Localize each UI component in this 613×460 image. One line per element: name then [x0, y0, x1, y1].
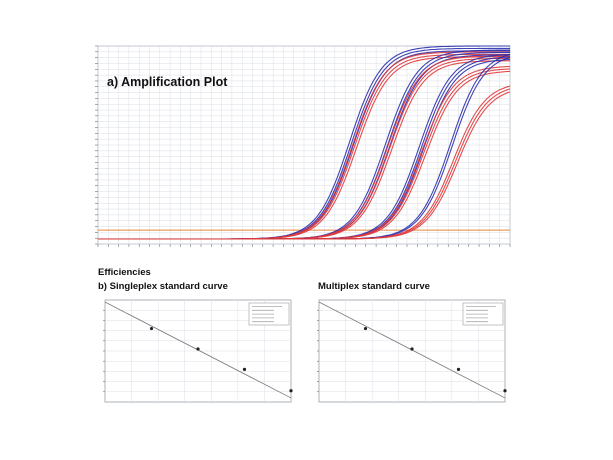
singleplex-data-point — [242, 367, 247, 371]
singleplex-data-point — [149, 326, 154, 331]
multiplex-data-point — [503, 389, 507, 393]
amplification-plot-title: a) Amplification Plot — [107, 75, 228, 89]
amplification-curve-red — [98, 91, 511, 240]
singleplex-data-point — [196, 347, 200, 351]
singleplex-data-point — [289, 389, 293, 393]
multiplex-data-point — [363, 326, 368, 331]
singleplex-standard-curve — [97, 296, 300, 410]
singleplex-standard-curve-svg — [103, 299, 293, 403]
multiplex-standard-curve — [311, 296, 514, 410]
multiplex-data-point — [456, 367, 461, 371]
amplification-plot — [86, 40, 516, 260]
multiplex-data-point — [410, 347, 414, 351]
efficiencies-heading: Efficiencies — [98, 267, 151, 278]
amplification-plot-svg — [95, 45, 511, 247]
multiplex-standard-curve-svg — [317, 299, 507, 403]
multiplex-title: Multiplex standard curve — [318, 281, 430, 292]
singleplex-title: b) Singleplex standard curve — [98, 281, 228, 292]
